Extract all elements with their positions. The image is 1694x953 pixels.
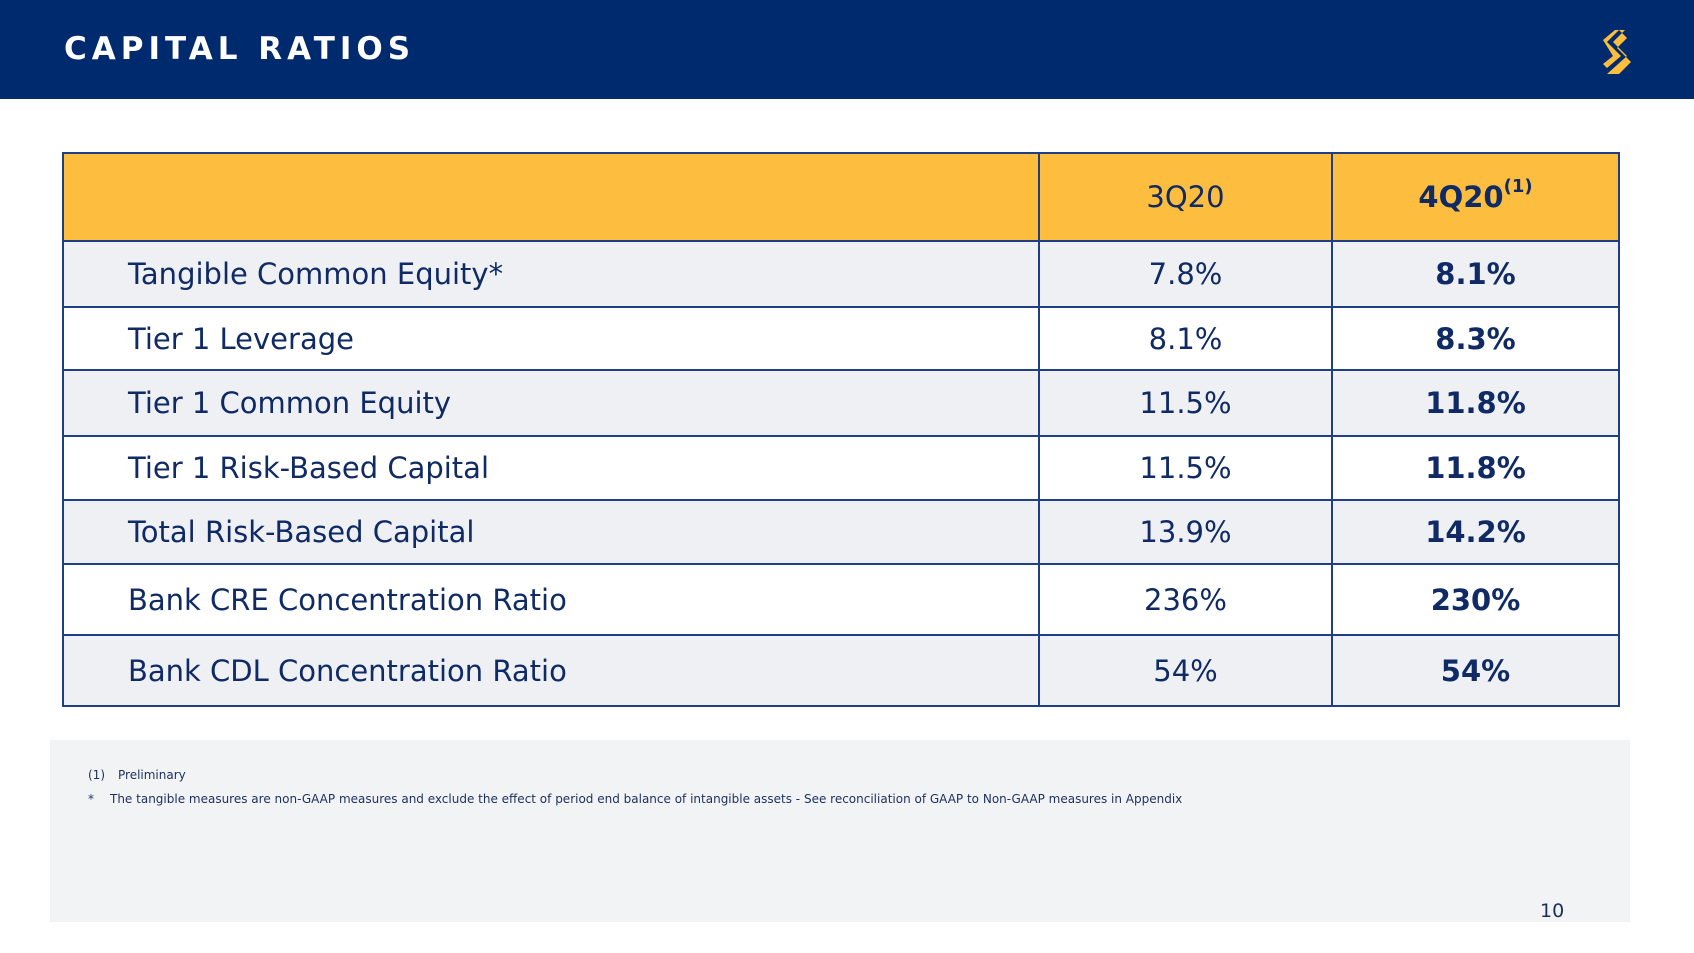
table-row: Bank CRE Concentration Ratio 236% 230% xyxy=(62,563,1620,636)
value-4q20: 8.3% xyxy=(1331,306,1620,371)
footnote-text: Preliminary xyxy=(118,768,186,782)
footnote-text: The tangible measures are non-GAAP measu… xyxy=(110,792,1183,806)
value-3q20: 236% xyxy=(1038,563,1333,636)
row-label: Tangible Common Equity* xyxy=(62,240,1040,308)
value-3q20: 11.5% xyxy=(1038,369,1333,437)
row-label: Tier 1 Risk-Based Capital xyxy=(62,435,1040,501)
footnote-marker: (1) xyxy=(1503,176,1533,198)
value-3q20: 7.8% xyxy=(1038,240,1333,308)
column-header-3q20: 3Q20 xyxy=(1038,152,1333,242)
header-bar: CAPITAL RATIOS xyxy=(0,0,1694,99)
row-label: Total Risk-Based Capital xyxy=(62,499,1040,565)
value-3q20: 13.9% xyxy=(1038,499,1333,565)
value-4q20: 14.2% xyxy=(1331,499,1620,565)
table-row: Tier 1 Leverage 8.1% 8.3% xyxy=(62,306,1620,371)
column-header-4q20: 4Q20(1) xyxy=(1331,152,1620,242)
row-label: Tier 1 Leverage xyxy=(62,306,1040,371)
footnote: (1) Preliminary xyxy=(88,768,186,782)
value-4q20: 230% xyxy=(1331,563,1620,636)
table-row: Total Risk-Based Capital 13.9% 14.2% xyxy=(62,499,1620,565)
value-4q20: 54% xyxy=(1331,634,1620,707)
page-title: CAPITAL RATIOS xyxy=(64,31,416,67)
row-label: Bank CDL Concentration Ratio xyxy=(62,634,1040,707)
table-row: Tier 1 Risk-Based Capital 11.5% 11.8% xyxy=(62,435,1620,501)
footnote-mark: (1) xyxy=(88,768,105,782)
footnotes-panel: (1) Preliminary * The tangible measures ar… xyxy=(50,740,1630,922)
value-4q20: 8.1% xyxy=(1331,240,1620,308)
table-header-row: 3Q20 4Q20(1) xyxy=(62,152,1620,242)
value-3q20: 54% xyxy=(1038,634,1333,707)
value-3q20: 8.1% xyxy=(1038,306,1333,371)
value-4q20: 11.8% xyxy=(1331,435,1620,501)
value-3q20: 11.5% xyxy=(1038,435,1333,501)
table-row: Bank CDL Concentration Ratio 54% 54% xyxy=(62,634,1620,707)
table-row: Tangible Common Equity* 7.8% 8.1% xyxy=(62,240,1620,308)
column-header-label xyxy=(62,152,1040,242)
page-number: 10 xyxy=(1540,900,1565,922)
column-header-4q20-text: 4Q20 xyxy=(1418,180,1504,214)
row-label: Bank CRE Concentration Ratio xyxy=(62,563,1040,636)
footnote-mark: * xyxy=(88,792,94,806)
footnote: * The tangible measures are non-GAAP meas… xyxy=(88,792,1182,806)
capital-ratios-table: 3Q20 4Q20(1) Tangible Common Equity* 7.8… xyxy=(62,152,1620,707)
s-stripes-logo-icon xyxy=(1603,30,1631,74)
value-4q20: 11.8% xyxy=(1331,369,1620,437)
row-label: Tier 1 Common Equity xyxy=(62,369,1040,437)
table-row: Tier 1 Common Equity 11.5% 11.8% xyxy=(62,369,1620,437)
